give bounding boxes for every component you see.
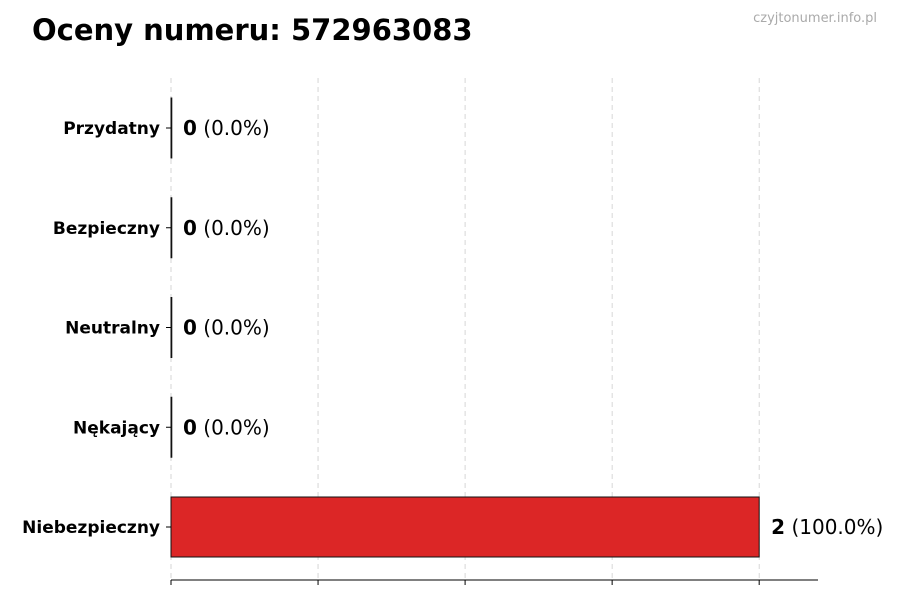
bar xyxy=(170,496,760,558)
chart-title: Oceny numeru: 572963083 xyxy=(32,13,473,47)
category-label: Niebezpieczny xyxy=(22,518,160,538)
data-label: 2 (100.0%) xyxy=(771,515,883,539)
data-label-percent: (0.0%) xyxy=(197,216,270,240)
category-label: Bezpieczny xyxy=(53,219,160,239)
data-label: 0 (0.0%) xyxy=(183,116,270,140)
data-label-count: 0 xyxy=(183,216,197,240)
data-label-count: 2 xyxy=(771,515,785,539)
category-label: Przydatny xyxy=(63,119,160,139)
bar xyxy=(170,97,173,159)
data-label: 0 (0.0%) xyxy=(183,415,270,439)
data-label-percent: (100.0%) xyxy=(785,515,883,539)
data-label-count: 0 xyxy=(183,415,197,439)
bar xyxy=(170,197,173,259)
data-label-percent: (0.0%) xyxy=(197,415,270,439)
data-label-count: 0 xyxy=(183,116,197,140)
data-label-percent: (0.0%) xyxy=(197,316,270,340)
watermark: czyjtonumer.info.pl xyxy=(753,11,877,26)
data-label-count: 0 xyxy=(183,316,197,340)
category-label: Neutralny xyxy=(65,319,160,339)
data-label-percent: (0.0%) xyxy=(197,116,270,140)
category-label: Nękający xyxy=(73,418,160,438)
data-label: 0 (0.0%) xyxy=(183,216,270,240)
bar xyxy=(170,396,173,458)
data-label: 0 (0.0%) xyxy=(183,316,270,340)
bar xyxy=(170,297,173,358)
